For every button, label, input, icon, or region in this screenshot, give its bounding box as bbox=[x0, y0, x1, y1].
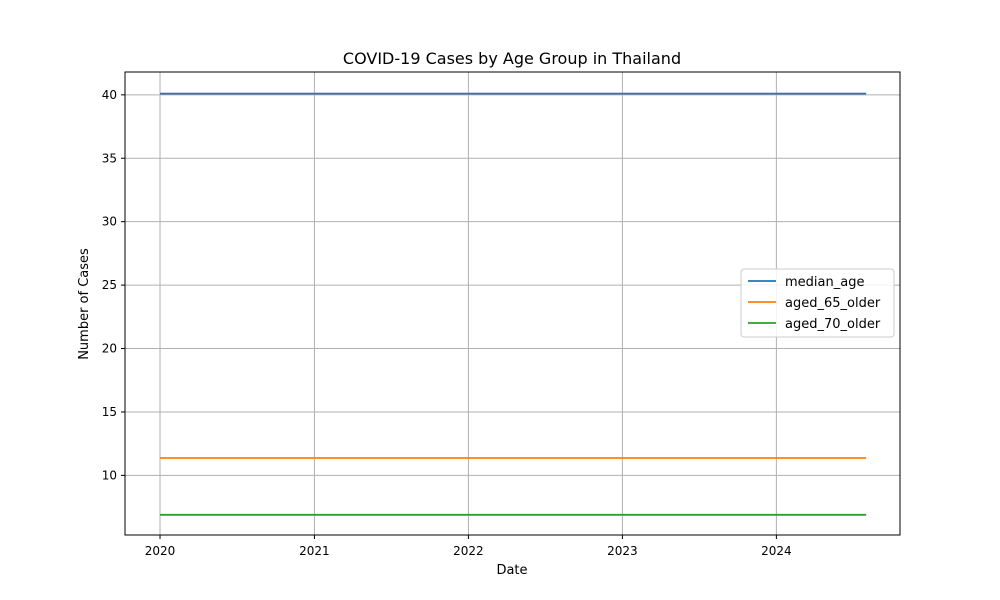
legend-label: aged_70_older bbox=[785, 317, 881, 332]
legend-box bbox=[740, 268, 895, 338]
y-tick-label: 35 bbox=[102, 151, 117, 165]
chart-title: COVID-19 Cases by Age Group in Thailand bbox=[343, 49, 681, 68]
x-tick-label: 2023 bbox=[607, 544, 638, 558]
y-axis: 10 15 20 25 30 35 40 bbox=[102, 88, 125, 482]
y-tick-label: 20 bbox=[102, 342, 117, 356]
x-axis-label: Date bbox=[496, 563, 527, 578]
plot-frame bbox=[124, 71, 901, 536]
y-tick-label: 40 bbox=[102, 88, 117, 102]
y-tick-label: 30 bbox=[102, 215, 117, 229]
x-tick-label: 2024 bbox=[761, 544, 792, 558]
legend-label: aged_65_older bbox=[785, 296, 881, 311]
series-lines bbox=[160, 92, 867, 516]
y-tick-label: 15 bbox=[102, 405, 117, 419]
y-tick-label: 10 bbox=[102, 468, 117, 482]
x-tick-label: 2021 bbox=[299, 544, 330, 558]
x-tick-label: 2022 bbox=[453, 544, 484, 558]
legend-label: median_age bbox=[785, 275, 864, 290]
x-axis: 2020 2021 2022 2023 2024 bbox=[145, 535, 792, 558]
legend: median_age aged_65_older aged_70_older bbox=[740, 268, 895, 338]
y-tick-label: 25 bbox=[102, 278, 117, 292]
x-tick-label: 2020 bbox=[145, 544, 176, 558]
y-axis-label: Number of Cases bbox=[77, 248, 92, 360]
